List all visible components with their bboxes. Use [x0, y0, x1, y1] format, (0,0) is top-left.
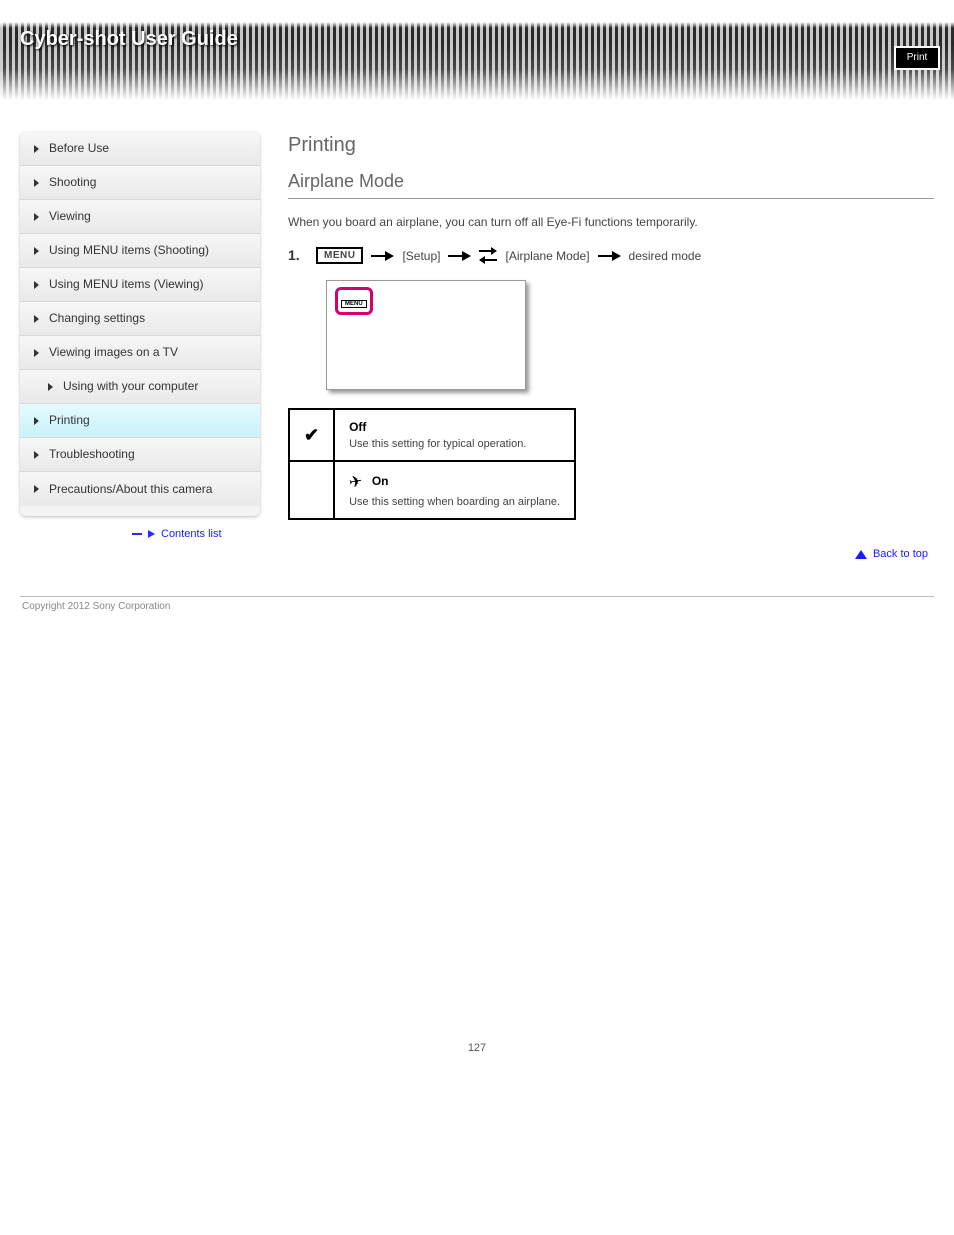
arrow-right-icon: [448, 251, 471, 261]
back-to-top-link[interactable]: Back to top: [0, 542, 954, 560]
page-number: 127: [0, 1042, 954, 1054]
path-airplane-mode: [Airplane Mode]: [505, 249, 589, 263]
option-on-icon-cell: [289, 461, 334, 519]
banner-title: Cyber-shot User Guide: [20, 28, 238, 51]
sidebar-item-label: Shooting: [49, 175, 96, 189]
section-title: Printing: [288, 134, 934, 157]
arrow-right-icon: [148, 530, 155, 538]
airplane-icon: ✈: [347, 471, 364, 493]
sidebar-item-menu-shooting[interactable]: Using MENU items (Shooting): [20, 234, 260, 268]
print-badge[interactable]: Print: [894, 46, 940, 70]
arrow-right-icon: [598, 251, 621, 261]
header-banner: Cyber-shot User Guide Print: [0, 22, 954, 100]
chevron-right-icon: [34, 145, 39, 153]
path-setup: [Setup]: [402, 249, 440, 263]
sidebar-item-printing[interactable]: Printing: [20, 404, 260, 438]
chevron-right-icon: [34, 485, 39, 493]
option-on: ✈ On Use this setting when boarding an a…: [334, 461, 575, 519]
sidebar-item-computer[interactable]: Using with your computer: [20, 370, 260, 404]
sidebar-item-label: Using MENU items (Viewing): [49, 277, 203, 291]
sidebar-item-menu-viewing[interactable]: Using MENU items (Viewing): [20, 268, 260, 302]
sidebar-item-label: Using with your computer: [63, 379, 198, 393]
option-off-label: Off: [349, 420, 366, 434]
option-off-desc: Use this setting for typical operation.: [349, 434, 560, 450]
screenshot-box: MENU: [326, 280, 526, 390]
sidebar-item-label: Viewing: [49, 209, 91, 223]
options-table: ✔ Off Use this setting for typical opera…: [288, 408, 576, 520]
contents-list-label: Contents list: [161, 528, 222, 540]
option-off: Off Use this setting for typical operati…: [334, 409, 575, 461]
default-check-icon: ✔: [289, 409, 334, 461]
option-on-desc: Use this setting when boarding an airpla…: [349, 492, 560, 508]
sidebar-item-label: Troubleshooting: [49, 447, 135, 461]
menu-button-icon: MENU: [341, 300, 367, 308]
back-to-top-label: Back to top: [873, 548, 928, 560]
arrow-right-icon: [371, 251, 394, 261]
sidebar-item-troubleshooting[interactable]: Troubleshooting: [20, 438, 260, 472]
page-title: Airplane Mode: [288, 171, 934, 192]
sidebar-item-label: Changing settings: [49, 311, 145, 325]
contents-list-link[interactable]: Contents list: [20, 528, 260, 540]
sidebar-item-before-use[interactable]: Before Use: [20, 132, 260, 166]
sidebar: Before Use Shooting Viewing Using MENU i…: [20, 132, 260, 542]
sidebar-item-label: Precautions/About this camera: [49, 482, 212, 496]
sidebar-item-label: Before Use: [49, 141, 109, 155]
chevron-right-icon: [34, 213, 39, 221]
sidebar-item-label: Viewing images on a TV: [49, 345, 178, 359]
chevron-right-icon: [34, 315, 39, 323]
chevron-right-icon: [34, 281, 39, 289]
sidebar-item-changing-settings[interactable]: Changing settings: [20, 302, 260, 336]
sidebar-item-shooting[interactable]: Shooting: [20, 166, 260, 200]
chevron-right-icon: [48, 383, 53, 391]
path-desired-mode: desired mode: [629, 249, 702, 263]
menu-button-icon: MENU: [316, 247, 363, 264]
chevron-right-icon: [34, 179, 39, 187]
option-on-label: On: [372, 474, 389, 488]
chevron-right-icon: [34, 417, 39, 425]
chevron-right-icon: [34, 349, 39, 357]
highlight-callout: MENU: [335, 287, 373, 315]
sidebar-item-label: Using MENU items (Shooting): [49, 243, 209, 257]
step-1: 1. MENU [Setup] [Airplane Mode] desired …: [288, 247, 934, 264]
chevron-right-icon: [34, 451, 39, 459]
main-content: Printing Airplane Mode When you board an…: [288, 132, 934, 542]
sidebar-item-tv[interactable]: Viewing images on a TV: [20, 336, 260, 370]
intro-text: When you board an airplane, you can turn…: [288, 213, 928, 231]
copyright: Copyright 2012 Sony Corporation: [0, 601, 954, 612]
sidebar-item-label: Printing: [49, 413, 90, 427]
sidebar-item-precautions[interactable]: Precautions/About this camera: [20, 472, 260, 506]
chevron-right-icon: [34, 247, 39, 255]
sidebar-item-viewing[interactable]: Viewing: [20, 200, 260, 234]
swap-icon: [479, 247, 497, 264]
triangle-up-icon: [855, 550, 867, 559]
